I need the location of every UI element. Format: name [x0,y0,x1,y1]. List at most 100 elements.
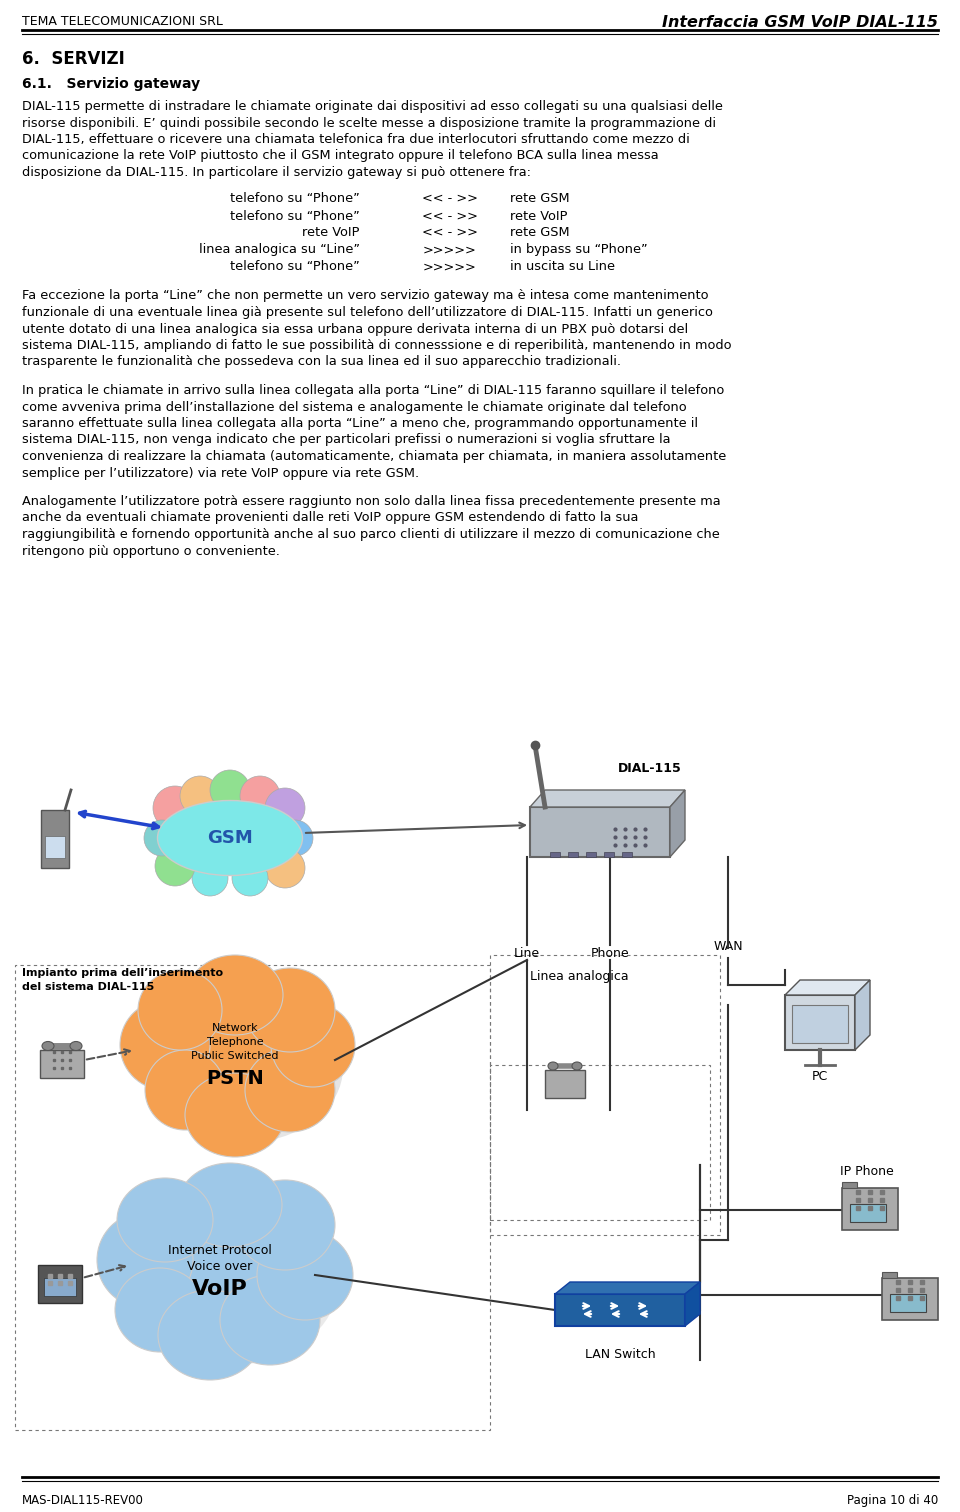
Text: << - >>: << - >> [422,192,478,206]
Text: del sistema DIAL-115: del sistema DIAL-115 [22,981,155,992]
Text: come avveniva prima dell’installazione del sistema e analogamente le chiamate or: come avveniva prima dell’installazione d… [22,401,686,413]
Text: in uscita su Line: in uscita su Line [510,260,615,274]
Text: PC: PC [812,1070,828,1083]
Ellipse shape [138,971,222,1049]
Text: MAS-DIAL115-REV00: MAS-DIAL115-REV00 [22,1494,144,1507]
Text: saranno effettuate sulla linea collegata alla porta “Line” a meno che, programma: saranno effettuate sulla linea collegata… [22,417,698,429]
Text: utente dotato di una linea analogica sia essa urbana oppure derivata interna di : utente dotato di una linea analogica sia… [22,322,688,336]
Bar [842,1188,898,1229]
Bar [44,1278,76,1296]
Text: PSTN: PSTN [206,1069,264,1087]
Ellipse shape [271,1002,355,1087]
Text: IP Phone: IP Phone [840,1166,894,1178]
Text: WAN: WAN [713,940,743,953]
Text: Interfaccia GSM VoIP DIAL-115: Interfaccia GSM VoIP DIAL-115 [662,15,938,30]
Ellipse shape [185,1074,285,1157]
Text: convenienza di realizzare la chiamata (automaticamente, chiamata per chiamata, i: convenienza di realizzare la chiamata (a… [22,451,727,463]
Circle shape [192,860,228,897]
Circle shape [155,847,195,886]
Text: Fa eccezione la porta “Line” che non permette un vero servizio gateway ma è inte: Fa eccezione la porta “Line” che non per… [22,289,708,302]
Text: Network: Network [212,1024,258,1033]
Polygon shape [685,1282,700,1326]
Ellipse shape [115,1269,205,1352]
Bar [530,807,670,857]
Bar [792,1005,848,1043]
Circle shape [210,770,250,810]
Ellipse shape [42,1042,54,1051]
Bar [586,851,596,857]
Bar [568,851,578,857]
Text: VoIP: VoIP [192,1279,248,1299]
Text: << - >>: << - >> [422,210,478,222]
Text: rete VoIP: rete VoIP [302,227,360,239]
Text: 6.1.   Servizio gateway: 6.1. Servizio gateway [22,77,200,91]
Text: Impianto prima dell’inserimento: Impianto prima dell’inserimento [22,968,223,978]
Text: in bypass su “Phone”: in bypass su “Phone” [510,243,648,257]
Ellipse shape [220,1275,320,1365]
Text: GSM: GSM [207,829,252,847]
Text: DIAL-115 permette di instradare le chiamate originate dai dispositivi ad esso co: DIAL-115 permette di instradare le chiam… [22,100,723,113]
Polygon shape [670,789,685,857]
Bar [882,1272,897,1278]
Bar [604,851,614,857]
Text: rete GSM: rete GSM [510,192,569,206]
Ellipse shape [548,1061,558,1070]
Text: Phone: Phone [590,947,630,960]
Ellipse shape [245,968,335,1052]
Text: ritengono più opportuno o conveniente.: ritengono più opportuno o conveniente. [22,544,280,558]
Text: LAN Switch: LAN Switch [585,1349,656,1361]
Text: TEMA TELECOMUNICAZIONI SRL: TEMA TELECOMUNICAZIONI SRL [22,15,223,29]
Ellipse shape [70,1042,82,1051]
Text: telefono su “Phone”: telefono su “Phone” [230,210,360,222]
Text: DIAL-115: DIAL-115 [618,762,682,776]
Polygon shape [855,980,870,1049]
Ellipse shape [150,995,320,1125]
Bar [41,810,69,868]
Text: linea analogica su “Line”: linea analogica su “Line” [199,243,360,257]
Text: disposizione da DIAL-115. In particolare il servizio gateway si può ottenere fra: disposizione da DIAL-115. In particolare… [22,166,531,178]
Text: rete GSM: rete GSM [510,227,569,239]
Ellipse shape [165,807,295,868]
Ellipse shape [572,1061,582,1070]
Bar [38,1266,82,1303]
Text: raggiungibilità e fornendo opportunità anche al suo parco clienti di utilizzare : raggiungibilità e fornendo opportunità a… [22,528,720,541]
Bar [842,1182,857,1188]
Ellipse shape [118,1201,338,1365]
Text: >>>>>: >>>>> [423,243,477,257]
Ellipse shape [130,1205,310,1346]
Text: >>>>>: >>>>> [423,260,477,274]
Circle shape [180,776,220,816]
Circle shape [240,776,280,816]
Text: Analogamente l’utilizzatore potrà essere raggiunto non solo dalla linea fissa pr: Analogamente l’utilizzatore potrà essere… [22,494,721,508]
Text: << - >>: << - >> [422,227,478,239]
Text: telefono su “Phone”: telefono su “Phone” [230,192,360,206]
Ellipse shape [235,1179,335,1270]
Ellipse shape [245,1048,335,1132]
Text: DIAL-115, effettuare o ricevere una chiamata telefonica fra due interlocutori sf: DIAL-115, effettuare o ricevere una chia… [22,133,689,147]
Ellipse shape [158,1290,262,1380]
Bar [490,1064,710,1220]
Bar [850,1204,886,1222]
Bar [550,851,560,857]
Ellipse shape [97,1213,193,1308]
Text: semplice per l’utilizzatore) via rete VoIP oppure via rete GSM.: semplice per l’utilizzatore) via rete Vo… [22,467,420,479]
Circle shape [232,860,268,897]
Ellipse shape [120,999,210,1090]
Ellipse shape [157,800,302,875]
Text: risorse disponibili. E’ quindi possibile secondo le scelte messe a disposizione : risorse disponibili. E’ quindi possibile… [22,116,716,130]
Polygon shape [555,1282,700,1294]
Circle shape [153,786,197,830]
Text: Line: Line [514,947,540,960]
Text: funzionale di una eventuale linea già presente sul telefono dell’utilizzatore di: funzionale di una eventuale linea già pr… [22,305,713,319]
Circle shape [265,848,305,888]
Text: telefono su “Phone”: telefono su “Phone” [230,260,360,274]
Text: Voice over: Voice over [187,1261,252,1273]
Text: Pagina 10 di 40: Pagina 10 di 40 [847,1494,938,1507]
Circle shape [144,820,180,856]
Ellipse shape [178,1163,282,1247]
Bar [890,1294,926,1312]
Bar [785,995,855,1049]
Bar [622,851,632,857]
Bar [545,1070,585,1098]
Text: Public Switched: Public Switched [191,1051,278,1061]
